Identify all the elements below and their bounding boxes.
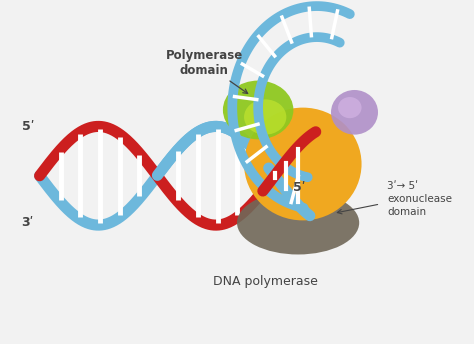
Text: Polymerase
domain: Polymerase domain: [165, 49, 243, 77]
Ellipse shape: [237, 191, 359, 255]
Text: 5ʹ: 5ʹ: [22, 120, 34, 133]
Text: DNA polymerase: DNA polymerase: [213, 275, 319, 288]
Text: 3ʹ: 3ʹ: [22, 216, 34, 229]
Ellipse shape: [244, 108, 362, 221]
Ellipse shape: [223, 80, 293, 139]
Text: 3ʹ→ 5ʹ
exonuclease
domain: 3ʹ→ 5ʹ exonuclease domain: [387, 181, 452, 217]
Ellipse shape: [244, 99, 286, 135]
Ellipse shape: [331, 90, 378, 135]
Text: 5ʹ: 5ʹ: [293, 181, 305, 194]
Ellipse shape: [338, 97, 362, 118]
